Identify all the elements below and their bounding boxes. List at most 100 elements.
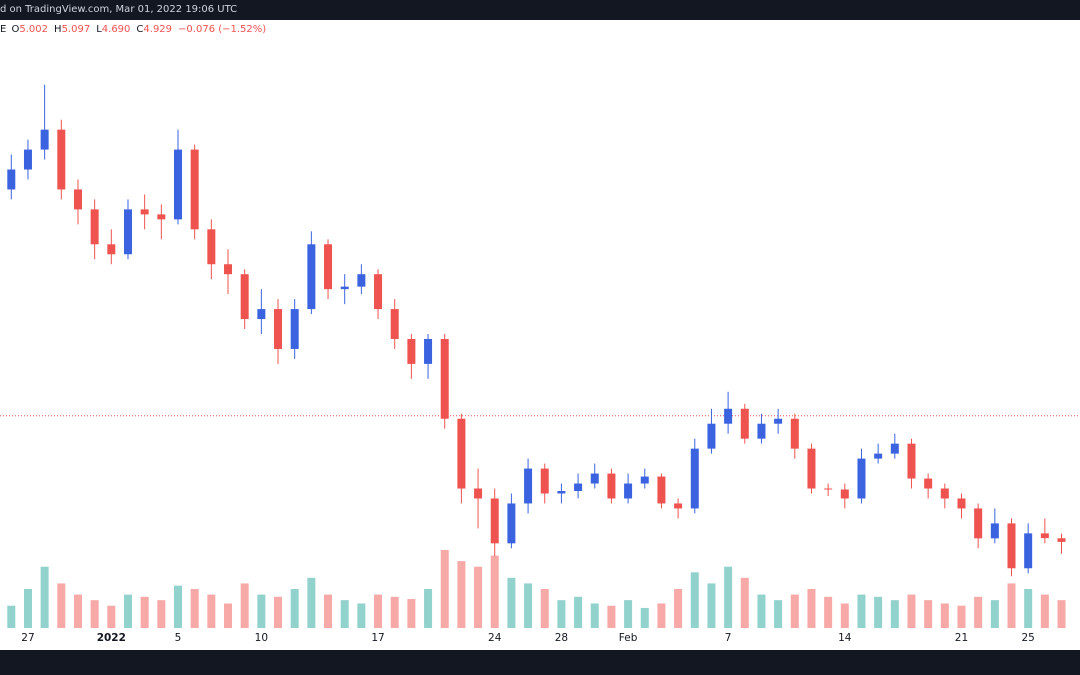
volume-bar <box>140 596 149 628</box>
volume-bar <box>290 589 299 628</box>
volume-bar <box>224 603 233 628</box>
candle-body <box>90 209 99 245</box>
ohlc-legend: E O5.002 H5.097 L4.690 C4.929 −0.076 (−1.52%… <box>0 24 272 35</box>
x-tick-label: 28 <box>555 632 568 644</box>
candle-body <box>674 503 683 509</box>
candle-body <box>624 483 633 499</box>
volume-bar <box>73 594 82 628</box>
candle-body <box>340 286 349 290</box>
candle-body <box>40 129 49 150</box>
volume-bar <box>157 600 166 628</box>
candle-body <box>1040 533 1049 539</box>
volume-bar <box>924 600 933 628</box>
volume-bar <box>407 599 416 628</box>
volume-bar <box>724 566 733 628</box>
x-tick-label: 27 <box>21 632 34 644</box>
candle-body <box>957 498 966 509</box>
volume-bar <box>907 594 916 628</box>
volume-bar <box>23 589 32 628</box>
candle-body <box>607 473 616 499</box>
candle-body <box>890 443 899 454</box>
candle-body <box>457 418 466 489</box>
volume-bar <box>857 594 866 628</box>
volume-bar <box>990 600 999 628</box>
volume-bar <box>707 583 716 628</box>
volume-bar <box>374 594 383 628</box>
candle-body <box>707 423 716 449</box>
volume-bar <box>174 585 182 628</box>
legend-value: 5.002 <box>19 24 49 35</box>
candle-body <box>190 149 199 230</box>
legend-label: C <box>136 24 144 35</box>
volume-bar <box>7 605 16 628</box>
candle-body <box>940 488 949 499</box>
candle-body <box>540 468 549 494</box>
volume-bar <box>674 589 683 628</box>
legend-label: L <box>96 24 102 35</box>
x-tick-label: 21 <box>955 632 968 644</box>
volume-bar <box>1007 583 1016 628</box>
candle-body <box>123 209 132 255</box>
volume-bar <box>307 577 316 628</box>
x-tick-label: 7 <box>725 632 732 644</box>
volume-bar <box>890 600 899 628</box>
volume-bar <box>957 605 966 628</box>
x-tick-label: 2022 <box>97 632 126 644</box>
candle-body <box>657 476 666 504</box>
legend-label: H <box>54 24 62 35</box>
chart-title: d on TradingView.com, Mar 01, 2022 19:06… <box>0 4 238 15</box>
volume-bar <box>507 577 516 628</box>
candle-body <box>23 149 32 170</box>
x-tick-label: 5 <box>175 632 182 644</box>
volume-bar <box>840 603 849 628</box>
volume-bar <box>824 596 833 628</box>
volume-bar <box>657 603 666 628</box>
candle-body <box>307 244 316 310</box>
candle-body <box>224 264 233 275</box>
volume-bar <box>540 589 549 628</box>
candle-body <box>724 408 733 424</box>
volume-bar <box>740 577 749 628</box>
legend-label: O <box>11 24 20 35</box>
candle-body <box>874 453 883 459</box>
bottom-bar <box>0 650 1080 675</box>
volume-bar <box>240 583 249 628</box>
candle-body <box>507 503 516 544</box>
candle-body <box>557 491 566 494</box>
x-tick-label: 25 <box>1021 632 1034 644</box>
volume-bar <box>1040 594 1049 628</box>
candle-body <box>424 338 433 364</box>
candle-body <box>690 448 699 509</box>
volume-bar <box>490 555 499 628</box>
candle-body <box>407 338 416 364</box>
candle-body <box>790 418 799 449</box>
volume-bar <box>207 594 216 628</box>
volume-bar <box>90 600 99 628</box>
volume-bar <box>40 566 49 628</box>
volume-bar <box>257 594 266 628</box>
volume-bar <box>357 603 366 628</box>
legend-value: 4.929 <box>143 24 173 35</box>
candle-body <box>1057 538 1066 542</box>
x-tick-label: Feb <box>619 632 638 644</box>
volume-bar <box>440 550 449 628</box>
legend-value: 5.097 <box>61 24 91 35</box>
candle-body <box>740 408 749 439</box>
volume-bar <box>524 583 533 628</box>
candle-body <box>907 443 916 479</box>
candle-body <box>490 498 499 544</box>
candle-body <box>374 274 383 310</box>
candle-body <box>157 214 166 220</box>
volume-bar <box>457 561 466 628</box>
volume-bar <box>324 594 333 628</box>
candle-body <box>7 169 16 190</box>
volume-bar <box>274 596 283 628</box>
candle-body <box>1007 523 1016 569</box>
volume-bar <box>757 594 766 628</box>
candle-body <box>440 338 449 419</box>
volume-bar <box>1024 589 1033 628</box>
candle-body <box>757 423 766 439</box>
volume-bar <box>340 600 349 628</box>
